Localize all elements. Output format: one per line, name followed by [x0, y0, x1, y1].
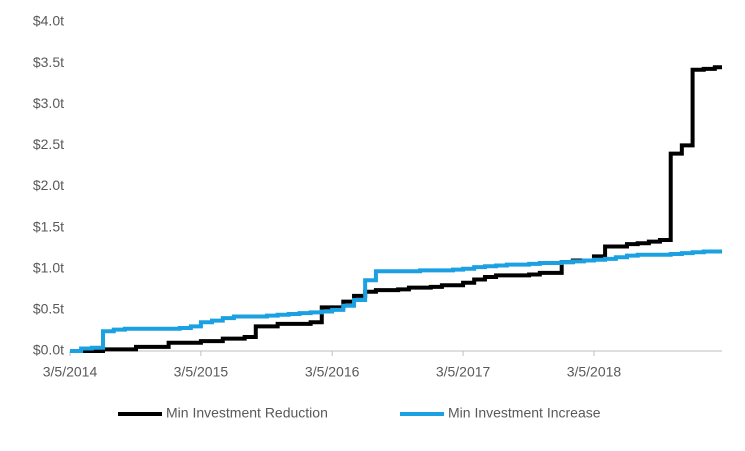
y-tick-label: $2.0t [33, 177, 64, 193]
legend-label: Min Investment Increase [448, 405, 601, 421]
series-line [70, 249, 722, 353]
y-tick-label: $2.5t [33, 136, 64, 152]
x-tick-label: 3/5/2016 [305, 364, 360, 380]
y-tick-label: $1.0t [33, 259, 64, 275]
y-tick-label: $3.0t [33, 95, 64, 111]
y-tick-label: $0.0t [33, 342, 64, 358]
x-tick-label: 3/5/2014 [43, 364, 98, 380]
y-tick-label: $4.0t [33, 13, 64, 29]
legend-label: Min Investment Reduction [166, 405, 328, 421]
y-tick-label: $3.5t [33, 54, 64, 70]
y-tick-label: $1.5t [33, 218, 64, 234]
x-tick-label: 3/5/2018 [567, 364, 622, 380]
y-tick-label: $0.5t [33, 301, 64, 317]
series-line [70, 65, 722, 353]
x-tick-label: 3/5/2015 [174, 364, 229, 380]
x-tick-label: 3/5/2017 [436, 364, 491, 380]
